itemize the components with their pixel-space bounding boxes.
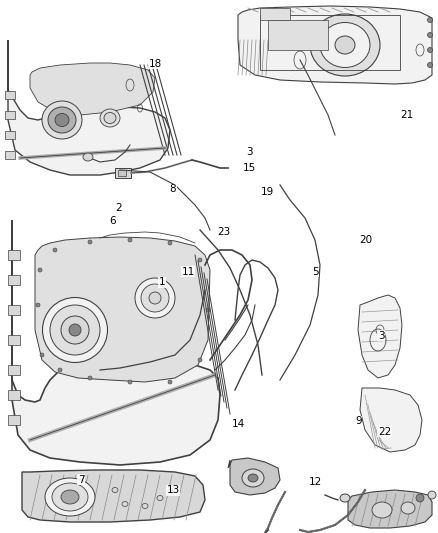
Ellipse shape (198, 358, 202, 362)
Bar (5, 91, 15, 99)
Ellipse shape (100, 109, 120, 127)
Polygon shape (358, 295, 402, 378)
Ellipse shape (168, 241, 172, 245)
Text: 7: 7 (78, 475, 85, 484)
Ellipse shape (128, 238, 132, 242)
Bar (8, 415, 20, 425)
Text: 20: 20 (359, 235, 372, 245)
Ellipse shape (416, 494, 424, 502)
Text: 3: 3 (246, 147, 253, 157)
Ellipse shape (104, 112, 116, 124)
Text: 8: 8 (170, 184, 177, 194)
Bar (8, 390, 20, 400)
Bar (5, 151, 15, 159)
Polygon shape (22, 470, 205, 522)
Ellipse shape (61, 490, 79, 504)
Text: 23: 23 (217, 227, 230, 237)
Bar (260, 8, 290, 20)
Polygon shape (8, 40, 170, 175)
Text: 11: 11 (182, 267, 195, 277)
Ellipse shape (83, 153, 93, 161)
Ellipse shape (45, 478, 95, 516)
Ellipse shape (242, 469, 264, 487)
Ellipse shape (38, 268, 42, 272)
Ellipse shape (40, 353, 44, 357)
Bar (8, 250, 20, 260)
Ellipse shape (248, 474, 258, 482)
Ellipse shape (53, 248, 57, 252)
Ellipse shape (36, 303, 40, 307)
Ellipse shape (372, 502, 392, 518)
Text: 19: 19 (261, 187, 274, 197)
Ellipse shape (88, 240, 92, 244)
Ellipse shape (335, 36, 355, 54)
Text: 12: 12 (309, 478, 322, 487)
Polygon shape (360, 388, 422, 452)
Bar (260, 15, 400, 70)
Ellipse shape (198, 258, 202, 262)
Ellipse shape (135, 278, 175, 318)
Ellipse shape (427, 18, 432, 22)
Text: 14: 14 (232, 419, 245, 429)
Ellipse shape (320, 22, 370, 68)
Bar (5, 131, 15, 139)
Bar (8, 275, 20, 285)
Ellipse shape (69, 324, 81, 336)
Bar (5, 111, 15, 119)
Text: 9: 9 (355, 416, 362, 426)
Polygon shape (238, 6, 432, 84)
Text: 2: 2 (115, 203, 122, 213)
Bar (8, 305, 20, 315)
Text: 5: 5 (312, 267, 319, 277)
Ellipse shape (58, 368, 62, 372)
Ellipse shape (427, 62, 432, 68)
Bar (268, 20, 328, 50)
Ellipse shape (128, 380, 132, 384)
Text: 13: 13 (166, 486, 180, 495)
Bar (8, 365, 20, 375)
Polygon shape (228, 458, 280, 495)
Ellipse shape (88, 376, 92, 380)
Bar (118, 170, 126, 176)
Ellipse shape (48, 107, 76, 133)
Polygon shape (12, 220, 220, 465)
Text: 22: 22 (378, 427, 391, 437)
Polygon shape (348, 490, 432, 528)
Ellipse shape (427, 33, 432, 37)
Text: 6: 6 (110, 216, 117, 226)
Text: 21: 21 (400, 110, 413, 119)
Ellipse shape (168, 380, 172, 384)
Text: 1: 1 (159, 278, 166, 287)
Ellipse shape (310, 14, 380, 76)
Ellipse shape (427, 47, 432, 52)
Ellipse shape (50, 305, 100, 355)
Ellipse shape (206, 308, 210, 312)
Text: 15: 15 (243, 163, 256, 173)
Ellipse shape (55, 114, 69, 126)
Ellipse shape (52, 483, 88, 511)
Text: 18: 18 (149, 59, 162, 69)
Bar (8, 335, 20, 345)
Polygon shape (30, 63, 155, 115)
Ellipse shape (340, 494, 350, 502)
Ellipse shape (149, 292, 161, 304)
Ellipse shape (401, 502, 415, 514)
Ellipse shape (42, 101, 82, 139)
Ellipse shape (61, 316, 89, 344)
Polygon shape (35, 237, 210, 382)
Ellipse shape (141, 284, 169, 312)
Ellipse shape (42, 297, 107, 362)
Ellipse shape (428, 491, 436, 499)
Text: 3: 3 (378, 331, 385, 341)
Bar (115, 168, 131, 178)
